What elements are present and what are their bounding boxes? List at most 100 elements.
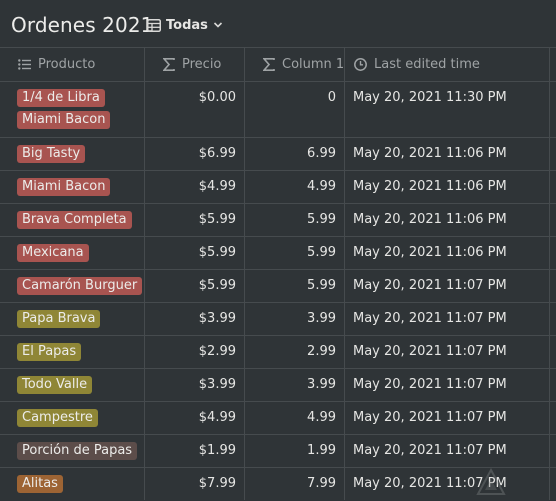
last-edited-time-cell: May 20, 2021 11:07 PM: [344, 336, 549, 368]
column-1-cell[interactable]: 5.99: [244, 270, 344, 302]
overflow-cell: [549, 237, 556, 269]
precio-cell[interactable]: $7.99: [144, 468, 244, 500]
column-1-cell[interactable]: 2.99: [244, 336, 344, 368]
column-1-cell[interactable]: 0: [244, 82, 344, 137]
column-header-overflow: [549, 48, 556, 81]
product-tag: Big Tasty: [17, 145, 86, 163]
last-edited-time-cell: May 20, 2021 11:07 PM: [344, 402, 549, 434]
table-row[interactable]: Brava Completa $5.99 5.99 May 20, 2021 11:0…: [0, 203, 556, 236]
producto-cell[interactable]: Mexicana: [0, 237, 144, 269]
producto-cell[interactable]: 1/4 de Libra Miami Bacon: [0, 82, 144, 137]
precio-cell[interactable]: $4.99: [144, 171, 244, 203]
page-header: Ordenes 2021 Todas: [0, 0, 556, 48]
last-edited-time-cell: May 20, 2021 11:07 PM: [344, 369, 549, 401]
column-1-cell[interactable]: 1.99: [244, 435, 344, 467]
table-row[interactable]: Big Tasty $6.99 6.99 May 20, 2021 11:06 PM: [0, 137, 556, 170]
overflow-cell: [549, 402, 556, 434]
column-header-column-1[interactable]: Column 1: [244, 48, 344, 81]
product-tag: Camarón Burguer: [17, 277, 143, 295]
producto-cell[interactable]: Papa Brava: [0, 303, 144, 335]
overflow-cell: [549, 82, 556, 137]
product-tag: Papa Brava: [17, 310, 101, 328]
overflow-cell: [549, 138, 556, 170]
sigma-icon: [263, 58, 275, 71]
table-row[interactable]: Alitas $7.99 7.99 May 20, 2021 11:07 PM: [0, 467, 556, 500]
column-header-precio[interactable]: Precio: [144, 48, 244, 81]
table-row[interactable]: Campestre $4.99 4.99 May 20, 2021 11:07 PM: [0, 401, 556, 434]
last-edited-time-cell: May 20, 2021 11:06 PM: [344, 237, 549, 269]
table-row[interactable]: Todo Valle $3.99 3.99 May 20, 2021 11:07 PM: [0, 368, 556, 401]
column-header-label: Precio: [182, 57, 222, 72]
last-edited-time-cell: May 20, 2021 11:07 PM: [344, 270, 549, 302]
precio-cell[interactable]: $5.99: [144, 204, 244, 236]
product-tag: Miami Bacon: [17, 111, 111, 129]
table-row[interactable]: Miami Bacon $4.99 4.99 May 20, 2021 11:06 P…: [0, 170, 556, 203]
view-label: Todas: [166, 17, 208, 33]
precio-cell[interactable]: $6.99: [144, 138, 244, 170]
precio-cell[interactable]: $1.99: [144, 435, 244, 467]
overflow-cell: [549, 435, 556, 467]
producto-cell[interactable]: Big Tasty: [0, 138, 144, 170]
producto-cell[interactable]: Miami Bacon: [0, 171, 144, 203]
column-header-label: Column 1: [282, 57, 344, 72]
orders-table: Producto Precio Column 1: [0, 47, 556, 500]
table-row[interactable]: Camarón Burguer $5.99 5.99 May 20, 2021 11:…: [0, 269, 556, 302]
table-row[interactable]: El Papas $2.99 2.99 May 20, 2021 11:07 PM: [0, 335, 556, 368]
column-1-cell[interactable]: 5.99: [244, 204, 344, 236]
precio-cell[interactable]: $3.99: [144, 303, 244, 335]
producto-cell[interactable]: Alitas: [0, 468, 144, 500]
product-tag: Alitas: [17, 475, 63, 493]
column-1-cell[interactable]: 7.99: [244, 468, 344, 500]
precio-cell[interactable]: $5.99: [144, 270, 244, 302]
last-edited-time-cell: May 20, 2021 11:07 PM: [344, 303, 549, 335]
column-1-cell[interactable]: 3.99: [244, 303, 344, 335]
last-edited-time-cell: May 20, 2021 11:06 PM: [344, 171, 549, 203]
producto-cell[interactable]: Porción de Papas: [0, 435, 144, 467]
overflow-cell: [549, 336, 556, 368]
column-1-cell[interactable]: 5.99: [244, 237, 344, 269]
precio-cell[interactable]: $0.00: [144, 82, 244, 137]
product-tag: Brava Completa: [17, 211, 132, 229]
product-tag: 1/4 de Libra: [17, 89, 105, 107]
overflow-cell: [549, 369, 556, 401]
page-title: Ordenes 2021: [11, 13, 154, 37]
product-tag: Miami Bacon: [17, 178, 111, 196]
last-edited-time-cell: May 20, 2021 11:06 PM: [344, 138, 549, 170]
producto-cell[interactable]: Camarón Burguer: [0, 270, 144, 302]
overflow-cell: [549, 204, 556, 236]
column-1-cell[interactable]: 3.99: [244, 369, 344, 401]
column-1-cell[interactable]: 6.99: [244, 138, 344, 170]
column-1-cell[interactable]: 4.99: [244, 171, 344, 203]
precio-cell[interactable]: $3.99: [144, 369, 244, 401]
column-header-label: Producto: [38, 57, 96, 72]
precio-cell[interactable]: $4.99: [144, 402, 244, 434]
watermark-logo: [476, 467, 506, 500]
last-edited-time-cell: May 20, 2021 11:30 PM: [344, 82, 549, 137]
table-row[interactable]: Mexicana $5.99 5.99 May 20, 2021 11:06 PM: [0, 236, 556, 269]
view-switcher[interactable]: Todas: [147, 15, 223, 35]
precio-cell[interactable]: $5.99: [144, 237, 244, 269]
overflow-cell: [549, 171, 556, 203]
table-row[interactable]: Papa Brava $3.99 3.99 May 20, 2021 11:07 PM: [0, 302, 556, 335]
last-edited-time-cell: May 20, 2021 11:07 PM: [344, 468, 549, 500]
clock-icon: [354, 58, 367, 71]
product-tag: El Papas: [17, 343, 82, 361]
producto-cell[interactable]: Brava Completa: [0, 204, 144, 236]
overflow-cell: [549, 303, 556, 335]
overflow-cell: [549, 270, 556, 302]
column-header-producto[interactable]: Producto: [0, 48, 144, 81]
sigma-icon: [163, 58, 175, 71]
table-row[interactable]: 1/4 de Libra Miami Bacon $0.00 0 May 20, 202…: [0, 81, 556, 137]
column-header-last-edited-time[interactable]: Last edited time: [344, 48, 549, 81]
producto-cell[interactable]: Campestre: [0, 402, 144, 434]
precio-cell[interactable]: $2.99: [144, 336, 244, 368]
last-edited-time-cell: May 20, 2021 11:06 PM: [344, 204, 549, 236]
column-1-cell[interactable]: 4.99: [244, 402, 344, 434]
table-row[interactable]: Porción de Papas $1.99 1.99 May 20, 2021 11…: [0, 434, 556, 467]
table-header: Producto Precio Column 1: [0, 47, 556, 81]
list-icon: [18, 59, 31, 70]
producto-cell[interactable]: El Papas: [0, 336, 144, 368]
product-tag: Campestre: [17, 409, 98, 427]
product-tag: Mexicana: [17, 244, 89, 262]
producto-cell[interactable]: Todo Valle: [0, 369, 144, 401]
